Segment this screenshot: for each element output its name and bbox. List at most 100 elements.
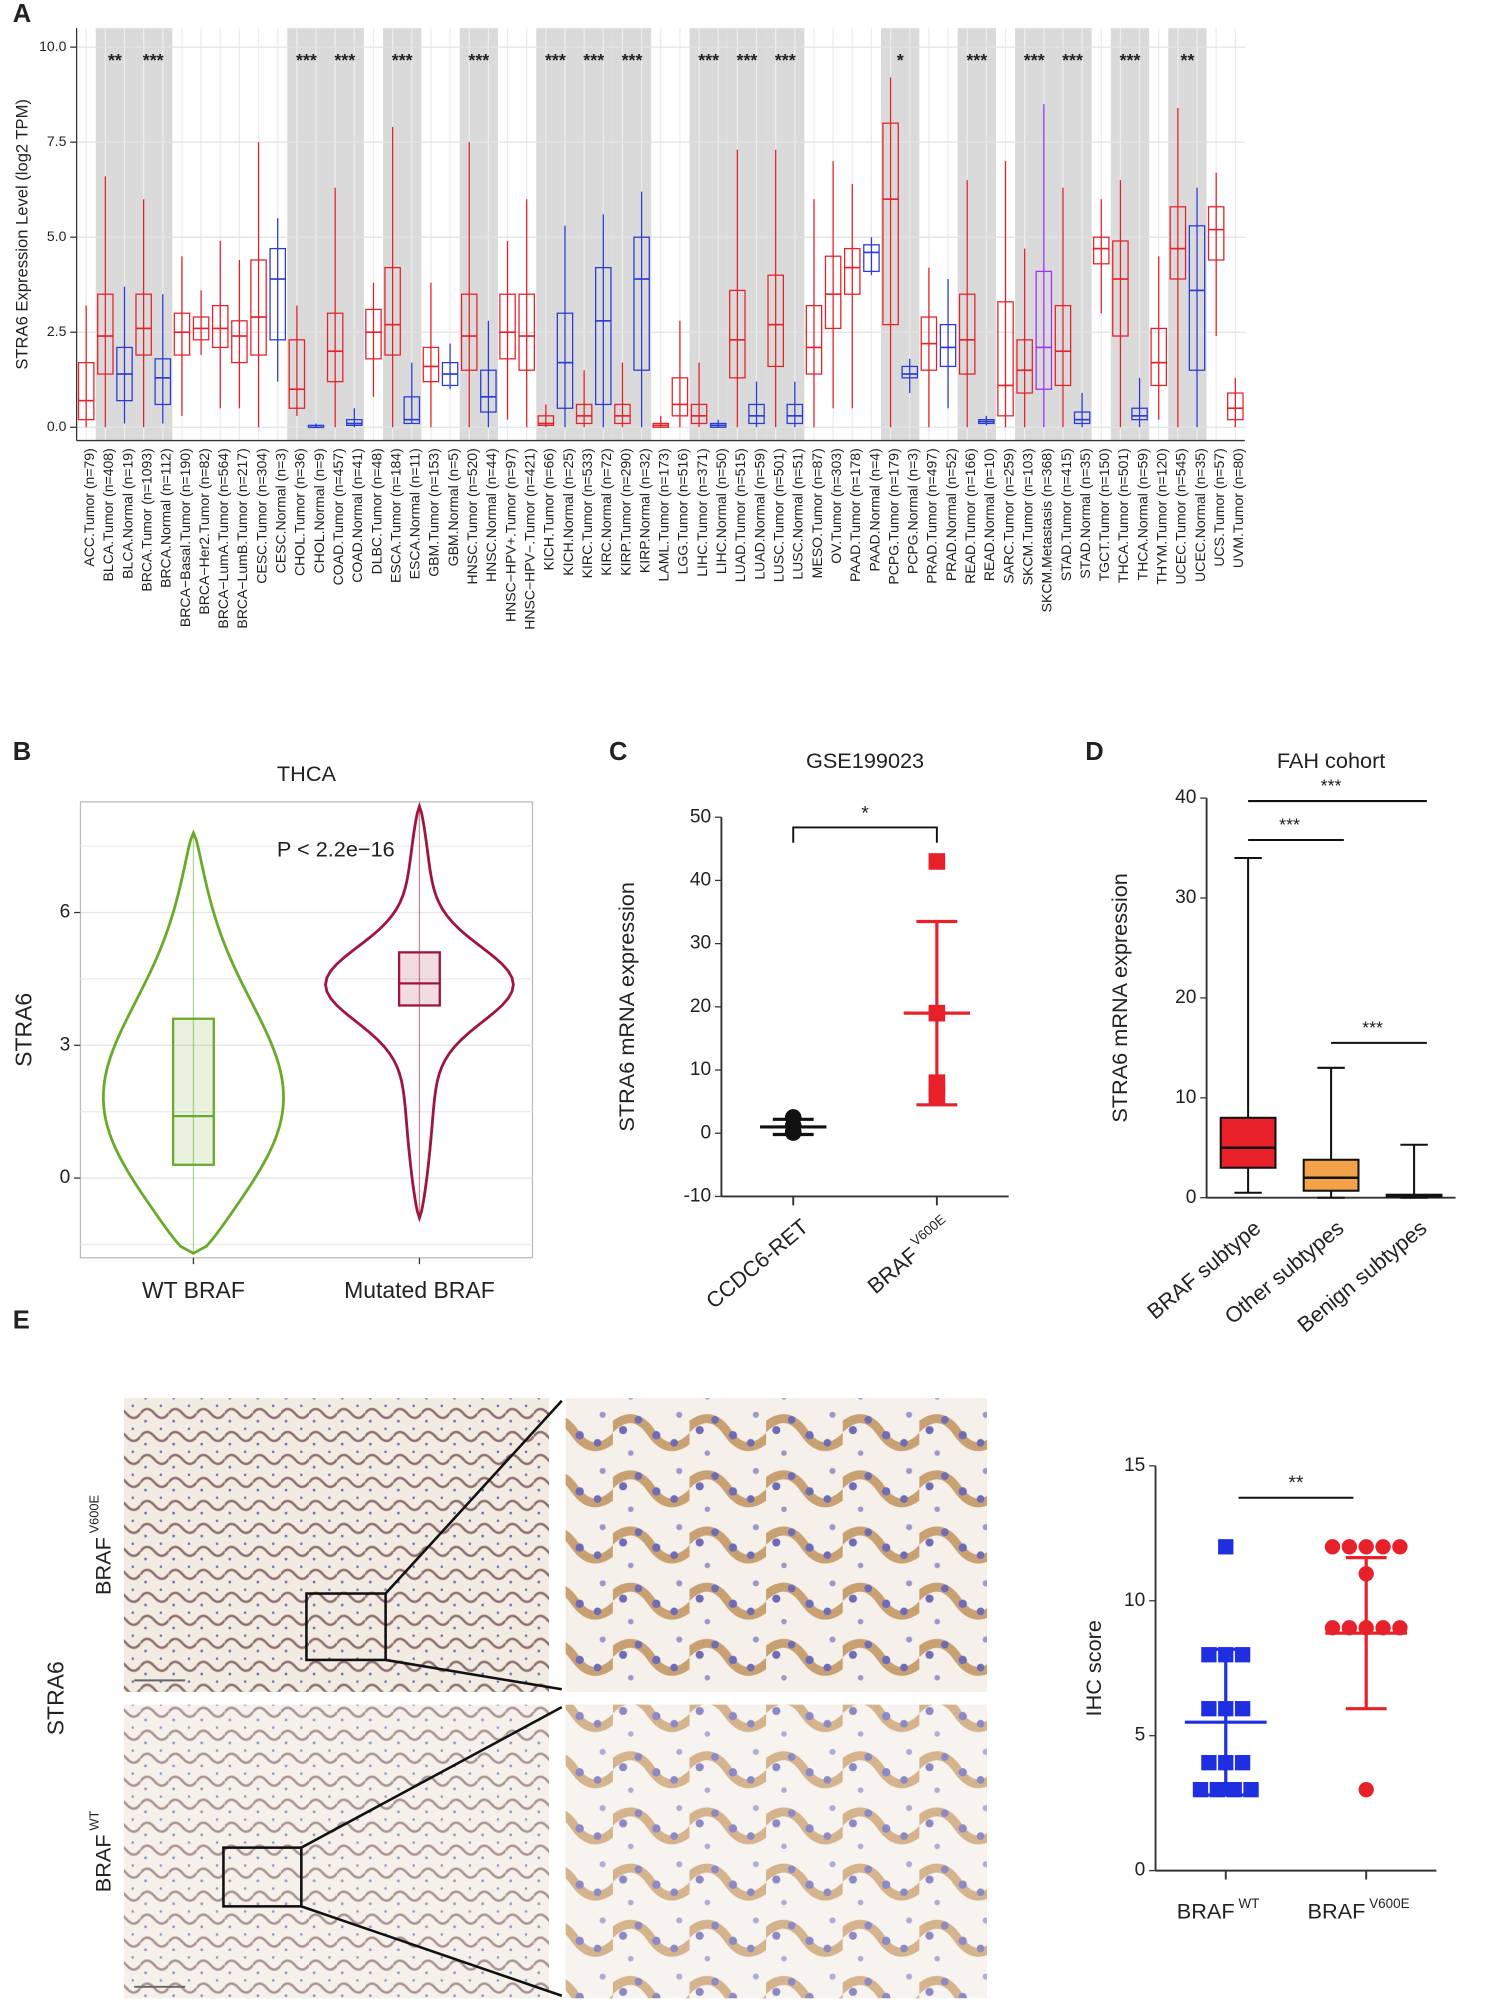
box [1219, 1116, 1277, 1169]
significance-label: ** [1289, 1473, 1304, 1494]
category-name: UCEC.Tumor (n=545) [1172, 448, 1188, 584]
zoom-line [385, 1658, 563, 1691]
box [365, 308, 382, 360]
category-name: KIRC.Tumor (n=533) [579, 448, 595, 578]
x-tick-label: BRAFV600E [860, 1211, 956, 1298]
box [786, 403, 804, 425]
box [1092, 236, 1110, 265]
chart-title: FAH cohort [1277, 748, 1385, 773]
box [748, 403, 765, 425]
box [882, 122, 899, 326]
x-tick-label: BRCA.Tumor (n=1093) [138, 448, 154, 591]
x-tick-label: CESC.Tumor (n=304) [253, 448, 269, 584]
box [384, 266, 401, 356]
category-name: BLCA.Tumor (n=408) [100, 448, 116, 581]
x-tick-label: ACC.Tumor (n=79) [81, 448, 97, 566]
category-name: LUSC.Normal (n=51) [789, 448, 805, 579]
box [824, 255, 842, 330]
zoom-line [300, 1706, 563, 1849]
x-tick-label: Mutated BRAF [344, 1277, 495, 1303]
y-tick-label: 0 [60, 1167, 71, 1188]
category-name: WT BRAF [142, 1277, 245, 1303]
box [1169, 206, 1187, 280]
box [346, 419, 363, 426]
y-tick-label: 0 [1186, 1187, 1197, 1208]
box [518, 293, 535, 371]
significance-label: *** [392, 50, 413, 70]
x-tick-label: READ.Normal (n=10) [981, 448, 997, 581]
category-name: PRAD.Normal (n=52) [943, 448, 959, 581]
y-tick-label: 7.5 [47, 133, 67, 149]
point [1341, 1539, 1358, 1555]
box [499, 293, 516, 360]
x-tick-label: THYM.Tumor (n=120) [1153, 448, 1169, 584]
x-tick-label: HNSC.Normal (n=44) [483, 448, 499, 582]
box [901, 365, 919, 379]
box [77, 361, 95, 421]
zoom-box [222, 1846, 303, 1908]
category-name: PCPG.Normal (n=3) [904, 448, 920, 574]
y-axis-label: IHC score [1081, 1620, 1106, 1716]
significance-bracket [792, 826, 938, 843]
row-group-label: STRA6 [43, 1661, 69, 1735]
significance-label: *** [1279, 815, 1300, 835]
x-tick-label: CHOL.Normal (n=9) [311, 448, 327, 573]
pair-shading [1110, 28, 1150, 441]
category-name: BRCA.Normal (n=112) [157, 448, 173, 588]
x-tick-label: CHOL.Tumor (n=36) [291, 448, 307, 576]
y-tick-label: 10 [690, 1059, 711, 1080]
x-tick-label: STAD.Normal (n=35) [1077, 448, 1093, 578]
significance-label: *** [296, 50, 317, 70]
zoom-line [384, 1399, 563, 1595]
x-tick-label: STAD.Tumor (n=415) [1057, 448, 1073, 581]
x-tick-label: PRAD.Normal (n=52) [943, 448, 959, 581]
x-tick-label: PRAD.Tumor (n=497) [923, 448, 939, 584]
category-name: CESC.Tumor (n=304) [253, 448, 269, 584]
x-tick-label: BLCA.Normal (n=19) [119, 448, 135, 579]
box [1112, 240, 1129, 337]
x-tick-label: GBM.Normal (n=5) [445, 448, 461, 566]
x-tick-label: COAD.Tumor (n=457) [330, 448, 346, 585]
category-superscript: V600E [1369, 1895, 1409, 1910]
category-name: BRAF [1308, 1898, 1366, 1923]
box [135, 293, 152, 356]
category-name: ESCA.Tumor (n=184) [387, 448, 403, 583]
significance-label: ** [1181, 50, 1195, 70]
x-tick-label: DLBC.Tumor (n=48) [368, 448, 384, 574]
category-name: CHOL.Tumor (n=36) [291, 448, 307, 576]
x-tick-label: BRAF WT [1177, 1895, 1260, 1923]
box [537, 415, 555, 426]
y-tick-label: 5 [1135, 1725, 1146, 1746]
category-name: CCDC6-RET [701, 1214, 813, 1314]
y-tick-label: 20 [1175, 987, 1196, 1008]
image-high-mag-wt [565, 1704, 987, 1999]
box [171, 1017, 215, 1166]
panel-letter: C [609, 738, 627, 766]
x-tick-label: LIHC.Normal (n=50) [713, 448, 729, 574]
category-name: KICH.Tumor (n=66) [540, 448, 556, 570]
row-label-name: BRAF [90, 1537, 115, 1595]
significance-label: *** [737, 50, 758, 70]
significance-label: *** [468, 50, 489, 70]
point [1201, 1701, 1217, 1717]
category-name: BRCA.Tumor (n=1093) [138, 448, 154, 591]
pair-shading [881, 28, 920, 441]
x-tick-label: PCPG.Tumor (n=179) [885, 448, 901, 584]
category-name: COAD.Tumor (n=457) [330, 448, 346, 585]
category-name: BRCA−Her2.Tumor (n=82) [196, 448, 212, 614]
x-tick-label: SARC.Tumor (n=259) [1000, 448, 1016, 584]
box [1302, 1158, 1360, 1192]
x-tick-label: THCA.Normal (n=59) [1134, 448, 1150, 580]
x-tick-label: MESO.Tumor (n=87) [809, 448, 825, 578]
x-tick-label: UCEC.Normal (n=35) [1192, 448, 1208, 582]
category-name: CHOL.Normal (n=9) [311, 448, 327, 573]
category-name: GBM.Tumor (n=153) [425, 448, 441, 577]
y-tick-label: 40 [690, 869, 711, 890]
category-name: READ.Tumor (n=166) [962, 448, 978, 584]
category-name: UCEC.Normal (n=35) [1192, 448, 1208, 582]
box [939, 323, 957, 368]
histology-images [123, 1398, 987, 1999]
box [288, 339, 306, 409]
x-tick-label: WT BRAF [142, 1277, 245, 1303]
